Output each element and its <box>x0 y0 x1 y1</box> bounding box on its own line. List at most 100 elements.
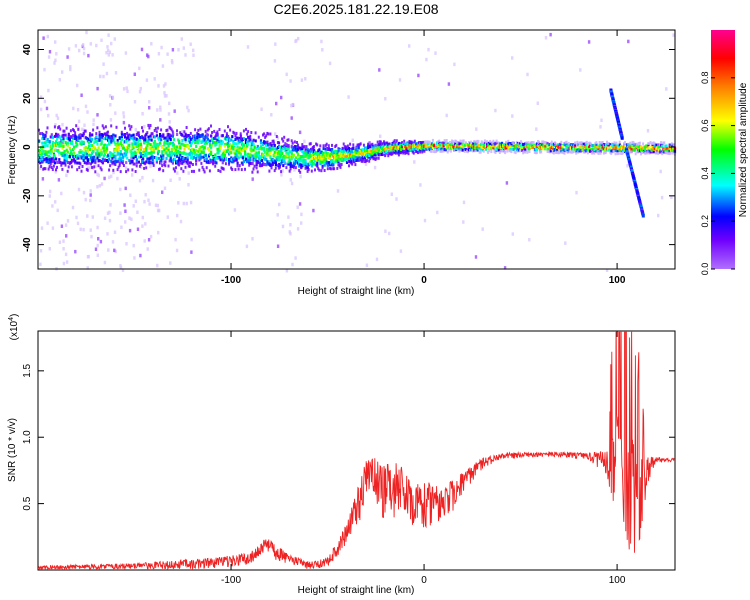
spectrogram-cell <box>177 149 180 153</box>
spectrogram-cell <box>171 134 174 138</box>
spectrogram-cell <box>287 152 290 156</box>
spectrogram-cell <box>262 143 265 146</box>
spectrogram-cell <box>290 152 293 156</box>
spectrogram-cell <box>258 147 261 151</box>
spectrogram-cell <box>153 143 156 147</box>
spectrogram-cell <box>211 131 214 134</box>
spectrogram-cell <box>549 142 552 146</box>
spectrogram-cell <box>199 127 202 131</box>
spectrogram-cell <box>162 134 165 138</box>
spectrogram-cell <box>124 51 128 55</box>
spectrogram-cell <box>139 86 142 91</box>
spectrogram-cell <box>455 139 458 143</box>
spectrogram-cell <box>288 169 291 173</box>
spectrogram-cell <box>477 140 480 144</box>
spectrogram-cell <box>589 141 591 145</box>
spectrogram-cell <box>93 150 96 154</box>
spectrogram-cell <box>173 169 176 173</box>
spectrogram-cell <box>96 225 99 230</box>
spectrogram-cell <box>574 147 577 151</box>
spectrogram-cell <box>384 154 387 158</box>
spectrogram-cell <box>324 157 327 161</box>
spectrogram-cell <box>69 65 72 69</box>
spectrogram-cell <box>359 142 362 146</box>
spectrogram-cell <box>443 139 446 143</box>
spectrogram-cell <box>293 158 297 162</box>
spectrogram-cell <box>576 140 579 144</box>
spectrogram-cell <box>76 138 79 142</box>
spectrogram-cell <box>280 173 283 177</box>
spectrogram-cell <box>62 133 65 137</box>
spectrogram-cell <box>106 48 110 53</box>
spectrogram-cell <box>620 136 624 140</box>
spectrogram-cell <box>39 107 43 112</box>
spectrogram-cell <box>156 263 159 268</box>
spectrogram-cell <box>309 149 312 153</box>
spectrogram-cell <box>170 159 173 163</box>
spectrogram-cell <box>529 145 532 149</box>
spectrogram-cell <box>41 141 44 145</box>
spectrogram-cell <box>296 227 300 231</box>
spectrogram-cell <box>638 141 641 145</box>
spectrogram-cell <box>610 151 613 155</box>
spectrogram-cell <box>238 164 241 168</box>
spectrogram-cell <box>176 171 179 175</box>
spectrogram-cell <box>310 157 313 161</box>
spectrogram-cell <box>40 159 43 162</box>
spectrogram-cell <box>523 146 526 150</box>
spectrogram-cell <box>358 143 361 147</box>
spectrogram-cell <box>616 145 619 149</box>
spectrogram-cell <box>198 168 201 172</box>
spectrogram-cell <box>80 169 83 173</box>
spectrogram-cell <box>122 164 125 167</box>
spectrogram-cell <box>187 183 190 187</box>
spectrogram-cell <box>139 147 143 151</box>
spectrogram-cell <box>206 147 209 151</box>
spectrogram-cell <box>542 140 545 144</box>
spectrogram-cell <box>82 158 85 162</box>
spectrogram-cell <box>99 135 102 139</box>
spectrogram-cell <box>115 125 118 129</box>
spectrogram-cell <box>120 145 123 150</box>
spectrogram-cell <box>479 150 482 154</box>
spectrogram-cell <box>478 150 481 154</box>
spectrogram-cell <box>272 141 275 145</box>
spectrogram-cell <box>269 149 272 153</box>
spectrogram-cell <box>246 144 249 148</box>
spectrogram-cell <box>186 158 189 162</box>
spectrogram-cell <box>263 146 266 150</box>
figure-title: C2E6.2025.181.22.19.E08 <box>273 1 438 17</box>
spectrogram-cell <box>65 148 68 152</box>
spectrogram-cell <box>283 158 286 161</box>
spectrogram-cell <box>618 148 621 152</box>
spectrogram-cell <box>159 105 162 109</box>
spectrogram-cell <box>237 156 240 160</box>
spectrogram-cell <box>208 169 211 173</box>
spectrogram-cell <box>480 140 483 144</box>
spectrogram-cell <box>215 140 218 144</box>
spectrogram-cell <box>108 168 111 172</box>
spectrogram-cell <box>64 133 67 137</box>
spectrogram-cell <box>109 103 112 107</box>
spectrogram-cell <box>285 72 288 77</box>
spectrogram-cell <box>138 164 141 168</box>
spectrogram-cell <box>587 141 590 145</box>
spectrogram-cell <box>345 148 349 152</box>
spectrogram-cell <box>53 61 56 65</box>
spectrogram-cell <box>216 138 219 142</box>
spectrogram-cell <box>184 165 187 169</box>
spectrogram-cell <box>511 114 514 118</box>
spectrogram-cell <box>539 150 542 154</box>
spectrogram-cell <box>98 159 101 162</box>
spectrogram-cell <box>200 155 203 159</box>
spectrogram-cell <box>204 153 207 157</box>
spectrogram-cell <box>412 151 415 155</box>
spectrogram-cell <box>42 135 45 139</box>
spectrogram-cell <box>67 137 70 141</box>
spectrogram-cell <box>487 150 490 154</box>
spectrogram-cell <box>195 159 198 163</box>
spectrogram-cell <box>91 165 94 169</box>
spectrogram-cell <box>459 142 462 146</box>
spectrogram-cell <box>241 156 244 160</box>
spectrogram-cell <box>336 189 340 193</box>
